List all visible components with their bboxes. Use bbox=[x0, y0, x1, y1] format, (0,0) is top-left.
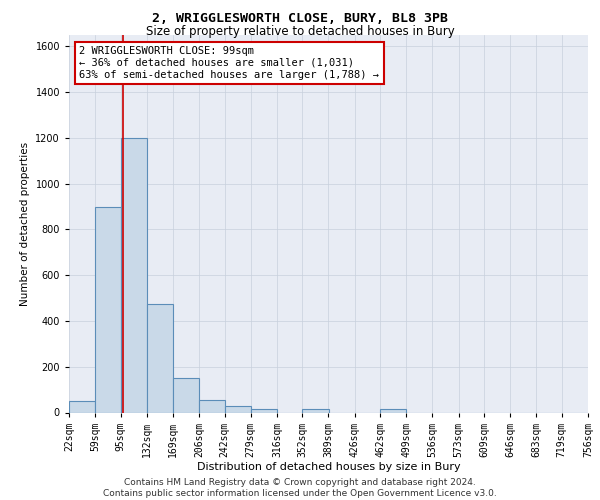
Y-axis label: Number of detached properties: Number of detached properties bbox=[20, 142, 30, 306]
Text: 2 WRIGGLESWORTH CLOSE: 99sqm
← 36% of detached houses are smaller (1,031)
63% of: 2 WRIGGLESWORTH CLOSE: 99sqm ← 36% of de… bbox=[79, 46, 379, 80]
Text: 2, WRIGGLESWORTH CLOSE, BURY, BL8 3PB: 2, WRIGGLESWORTH CLOSE, BURY, BL8 3PB bbox=[152, 12, 448, 26]
Bar bbox=[380, 409, 406, 412]
Text: Contains HM Land Registry data © Crown copyright and database right 2024.
Contai: Contains HM Land Registry data © Crown c… bbox=[103, 478, 497, 498]
Bar bbox=[199, 400, 224, 412]
Bar bbox=[95, 206, 121, 412]
Bar bbox=[173, 378, 199, 412]
Text: Size of property relative to detached houses in Bury: Size of property relative to detached ho… bbox=[146, 25, 454, 38]
Bar bbox=[302, 409, 329, 412]
Bar bbox=[69, 401, 95, 412]
Bar bbox=[121, 138, 147, 412]
Bar bbox=[251, 409, 277, 412]
X-axis label: Distribution of detached houses by size in Bury: Distribution of detached houses by size … bbox=[197, 462, 460, 472]
Bar bbox=[224, 406, 251, 412]
Bar bbox=[147, 304, 173, 412]
